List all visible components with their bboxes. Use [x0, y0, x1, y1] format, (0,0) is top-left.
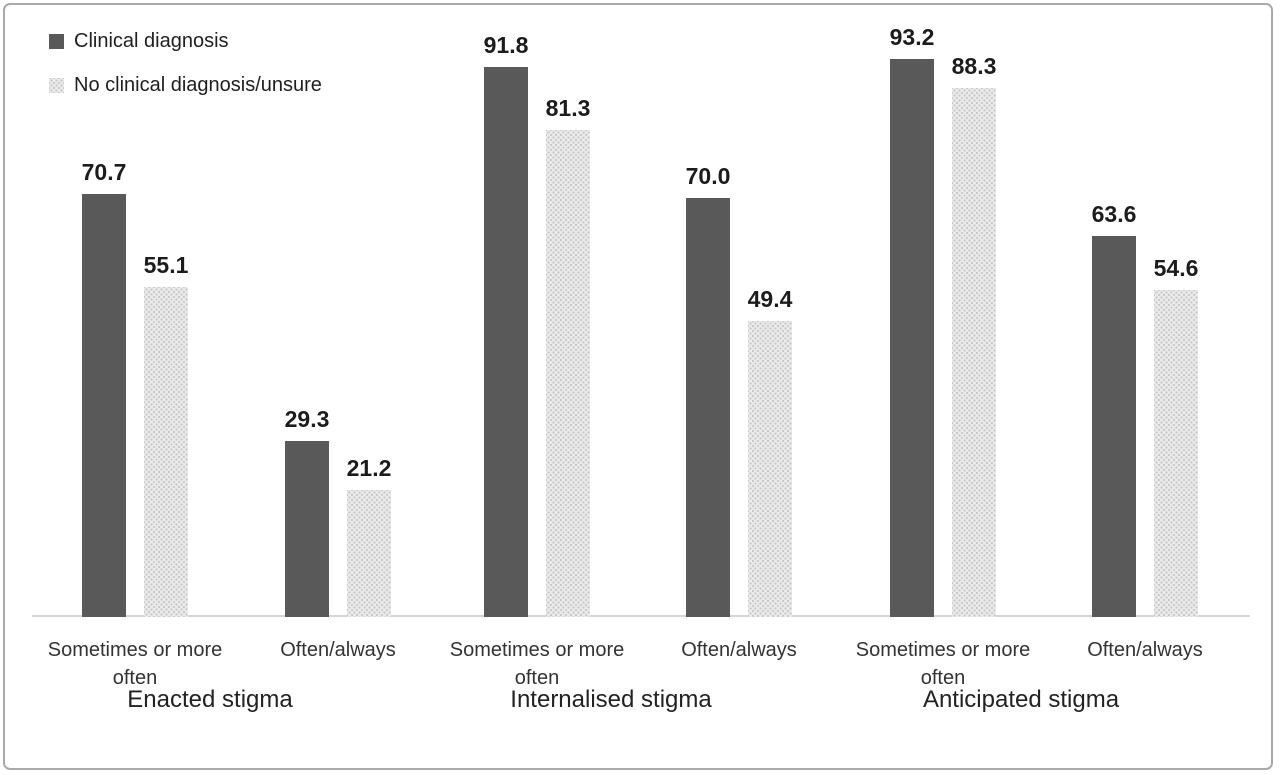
- value-label-clinical: 63.6: [1091, 201, 1137, 227]
- legend-item-clinical: Clinical diagnosis: [49, 30, 322, 53]
- bar-no-clinical-diagnosis: [952, 88, 996, 617]
- value-label-no-clinical: 54.6: [1153, 255, 1199, 281]
- bar-no-clinical-diagnosis: [144, 287, 188, 617]
- bar-clinical-diagnosis: [285, 441, 329, 617]
- bar-no-clinical-diagnosis: [1154, 290, 1198, 617]
- value-label-clinical: 70.7: [81, 159, 127, 185]
- bar-no-clinical-diagnosis: [347, 490, 391, 617]
- bar-clinical-diagnosis: [484, 67, 528, 617]
- bar-clinical-diagnosis: [1092, 236, 1136, 617]
- bar-clinical-diagnosis: [82, 194, 126, 617]
- tick-label: Sometimes or more often: [855, 639, 1031, 689]
- tick-label: Often/always: [681, 639, 797, 661]
- value-label-clinical: 93.2: [889, 24, 935, 50]
- legend-label-no-diagnosis: No clinical diagnosis/unsure: [74, 74, 322, 96]
- tick-label: Often/always: [1087, 639, 1203, 661]
- bar-clinical-diagnosis: [890, 59, 934, 617]
- value-label-no-clinical: 55.1: [143, 252, 189, 278]
- value-label-no-clinical: 49.4: [747, 286, 793, 312]
- group-label: Internalised stigma: [510, 686, 712, 713]
- tick-label: Often/always: [280, 639, 396, 661]
- legend-label-clinical: Clinical diagnosis: [74, 30, 229, 52]
- legend-item-no-diagnosis: No clinical diagnosis/unsure: [49, 74, 322, 97]
- value-label-no-clinical: 21.2: [346, 455, 392, 481]
- tick-label: Sometimes or more often: [449, 639, 625, 689]
- legend-swatch-clinical-icon: [49, 34, 64, 49]
- tick-label: Sometimes or more often: [47, 639, 223, 689]
- group-label: Anticipated stigma: [922, 686, 1120, 713]
- value-label-clinical: 70.0: [685, 163, 731, 189]
- value-label-no-clinical: 88.3: [951, 53, 997, 79]
- legend-swatch-no-diagnosis-icon: [49, 78, 64, 93]
- bar-clinical-diagnosis: [686, 198, 730, 617]
- bar-no-clinical-diagnosis: [748, 321, 792, 617]
- x-axis-line: [32, 615, 1250, 617]
- legend: Clinical diagnosis No clinical diagnosis…: [49, 30, 322, 118]
- group-label: Enacted stigma: [127, 686, 293, 713]
- bar-no-clinical-diagnosis: [546, 130, 590, 617]
- value-label-no-clinical: 81.3: [545, 95, 591, 121]
- value-label-clinical: 29.3: [284, 406, 330, 432]
- value-label-clinical: 91.8: [483, 32, 529, 58]
